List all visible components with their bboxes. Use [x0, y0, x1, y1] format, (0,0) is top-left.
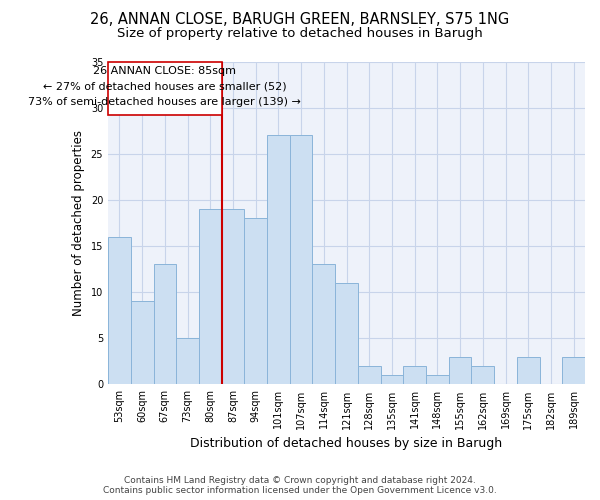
- Text: 26, ANNAN CLOSE, BARUGH GREEN, BARNSLEY, S75 1NG: 26, ANNAN CLOSE, BARUGH GREEN, BARNSLEY,…: [91, 12, 509, 28]
- Text: 73% of semi-detached houses are larger (139) →: 73% of semi-detached houses are larger (…: [28, 96, 301, 106]
- Text: 26 ANNAN CLOSE: 85sqm: 26 ANNAN CLOSE: 85sqm: [94, 66, 236, 76]
- FancyBboxPatch shape: [108, 62, 221, 115]
- Text: ← 27% of detached houses are smaller (52): ← 27% of detached houses are smaller (52…: [43, 82, 287, 92]
- Bar: [562, 357, 585, 384]
- Bar: [267, 136, 290, 384]
- Y-axis label: Number of detached properties: Number of detached properties: [72, 130, 85, 316]
- Bar: [335, 283, 358, 384]
- Bar: [176, 338, 199, 384]
- Bar: [199, 209, 221, 384]
- X-axis label: Distribution of detached houses by size in Barugh: Distribution of detached houses by size …: [190, 437, 503, 450]
- Bar: [403, 366, 426, 384]
- Bar: [358, 366, 380, 384]
- Bar: [449, 357, 472, 384]
- Bar: [154, 264, 176, 384]
- Bar: [380, 375, 403, 384]
- Bar: [517, 357, 539, 384]
- Bar: [426, 375, 449, 384]
- Text: Contains HM Land Registry data © Crown copyright and database right 2024.
Contai: Contains HM Land Registry data © Crown c…: [103, 476, 497, 495]
- Bar: [472, 366, 494, 384]
- Bar: [108, 237, 131, 384]
- Text: Size of property relative to detached houses in Barugh: Size of property relative to detached ho…: [117, 28, 483, 40]
- Bar: [221, 209, 244, 384]
- Bar: [244, 218, 267, 384]
- Bar: [313, 264, 335, 384]
- Bar: [290, 136, 313, 384]
- Bar: [131, 302, 154, 384]
